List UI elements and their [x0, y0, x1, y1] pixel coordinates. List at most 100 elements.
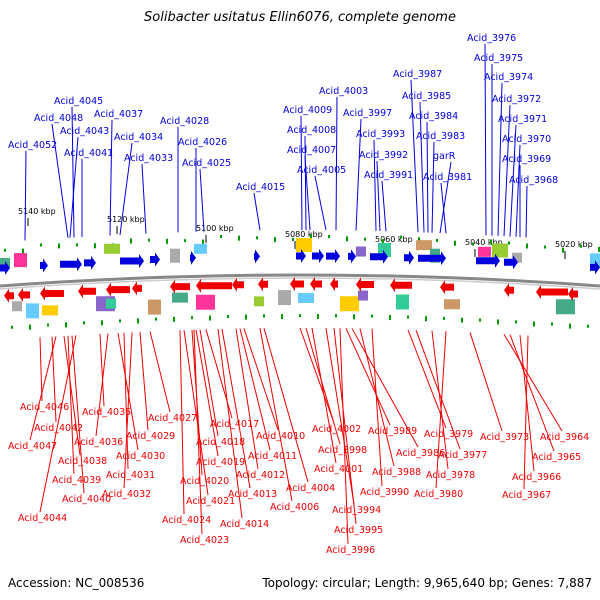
forward-gene-leader — [304, 155, 311, 231]
reverse-gene-label: Acid_4039 — [52, 475, 101, 486]
reverse-gene-leader — [123, 332, 129, 470]
reverse-gene-arrow — [132, 281, 142, 296]
track-marker — [227, 315, 229, 319]
forward-gene-label: Acid_4045 — [54, 96, 103, 107]
reverse-gene-label: Acid_4011 — [248, 451, 297, 462]
forward-gene-leader — [304, 135, 307, 231]
track-marker — [47, 323, 49, 327]
forward-gene-arrow — [404, 250, 414, 265]
feature-block-lower — [278, 290, 291, 306]
forward-gene-label: Acid_4048 — [34, 113, 83, 124]
feature-block-upper — [416, 240, 432, 251]
track-marker — [263, 314, 265, 318]
track-marker — [425, 316, 427, 322]
reverse-gene-leader — [523, 335, 529, 490]
reverse-gene-arrow — [504, 283, 514, 298]
track-marker — [515, 320, 517, 324]
reverse-gene-leader — [29, 336, 57, 441]
reverse-gene-label: Acid_4006 — [270, 502, 319, 513]
feature-block-lower — [358, 290, 368, 301]
track-marker — [454, 240, 456, 246]
forward-gene-leader — [484, 43, 487, 236]
track-marker — [490, 239, 492, 245]
reverse-gene-leader — [345, 328, 391, 426]
reverse-gene-label: Acid_4038 — [58, 456, 107, 467]
forward-gene-leader — [314, 175, 327, 231]
reverse-gene-arrow — [106, 282, 130, 297]
forward-gene-leader — [199, 168, 205, 232]
reverse-gene-label: Acid_4046 — [20, 402, 69, 413]
track-marker — [155, 317, 157, 321]
scale-tick-label: 5100 kbp — [196, 224, 234, 233]
feature-block-upper — [492, 243, 508, 258]
forward-gene-label: Acid_4043 — [60, 126, 109, 137]
track-marker — [4, 248, 6, 252]
forward-gene-leader — [503, 104, 511, 237]
reverse-gene-leader — [179, 330, 185, 515]
scale-tick-label: 5120 kbp — [107, 215, 145, 224]
forward-gene-label: Acid_3971 — [498, 114, 547, 125]
reverse-gene-leader — [195, 329, 219, 457]
forward-gene-label: Acid_3985 — [402, 91, 451, 102]
reverse-gene-arrow — [356, 277, 374, 292]
forward-gene-arrow — [370, 249, 388, 264]
reverse-gene-leader — [139, 331, 149, 431]
track-marker — [119, 319, 121, 323]
track-marker — [191, 316, 193, 320]
reverse-gene-leader — [259, 328, 293, 502]
track-marker — [299, 314, 301, 318]
track-marker — [238, 235, 240, 241]
reverse-gene-leader — [503, 333, 563, 432]
track-marker — [353, 314, 355, 320]
reverse-gene-label: Acid_4014 — [220, 519, 269, 530]
reverse-gene-leader — [39, 335, 77, 513]
reverse-gene-leader — [325, 328, 355, 505]
forward-gene-leader — [24, 150, 27, 241]
reverse-gene-label: Acid_3998 — [318, 445, 367, 456]
genome-title: Solibacter usitatus Ellin6076, complete … — [144, 10, 456, 25]
track-marker — [371, 314, 373, 318]
reverse-gene-leader — [333, 328, 357, 525]
reverse-gene-leader — [39, 337, 43, 402]
forward-gene-leader — [515, 144, 521, 237]
forward-gene-label: Acid_4007 — [287, 145, 336, 156]
forward-gene-arrow — [120, 253, 144, 268]
reverse-gene-label: Acid_4017 — [210, 419, 259, 430]
reverse-gene-leader — [99, 333, 105, 407]
reverse-gene-label: Acid_4020 — [180, 476, 229, 487]
reverse-gene-arrow — [170, 279, 190, 294]
reverse-gene-leader — [123, 332, 133, 489]
track-marker — [400, 235, 402, 239]
reverse-gene-leader — [305, 327, 341, 445]
forward-gene-label: Acid_4028 — [160, 116, 209, 127]
forward-gene-label: Acid_3972 — [492, 94, 541, 105]
feature-block-lower — [12, 301, 22, 312]
track-marker — [83, 321, 85, 325]
reverse-gene-label: Acid_3988 — [372, 467, 421, 478]
feature-block-lower — [444, 299, 460, 310]
feature-block-upper — [590, 253, 600, 268]
reverse-gene-label: Acid_4002 — [312, 424, 361, 435]
forward-gene-leader — [141, 163, 147, 234]
track-marker — [508, 241, 510, 245]
feature-block-upper — [512, 252, 522, 263]
reverse-gene-leader — [235, 328, 259, 470]
reverse-gene-leader — [351, 328, 419, 448]
reverse-gene-label: Acid_4040 — [62, 494, 111, 505]
forward-gene-leader — [431, 141, 435, 233]
reverse-gene-leader — [407, 329, 447, 429]
track-marker — [461, 317, 463, 323]
reverse-gene-arrow — [4, 288, 14, 303]
reverse-gene-label: Acid_4047 — [8, 441, 57, 452]
forward-gene-leader — [509, 124, 517, 237]
track-marker — [335, 314, 337, 318]
feature-block-upper — [478, 246, 491, 257]
feature-block-lower — [42, 305, 58, 316]
track-marker — [58, 243, 60, 249]
reverse-gene-label: Acid_4032 — [102, 489, 151, 500]
forward-gene-label: Acid_3987 — [393, 69, 442, 80]
reverse-gene-label: Acid_3977 — [438, 450, 487, 461]
reverse-gene-leader — [359, 328, 395, 467]
reverse-gene-leader — [71, 335, 85, 494]
forward-gene-leader — [300, 115, 303, 231]
